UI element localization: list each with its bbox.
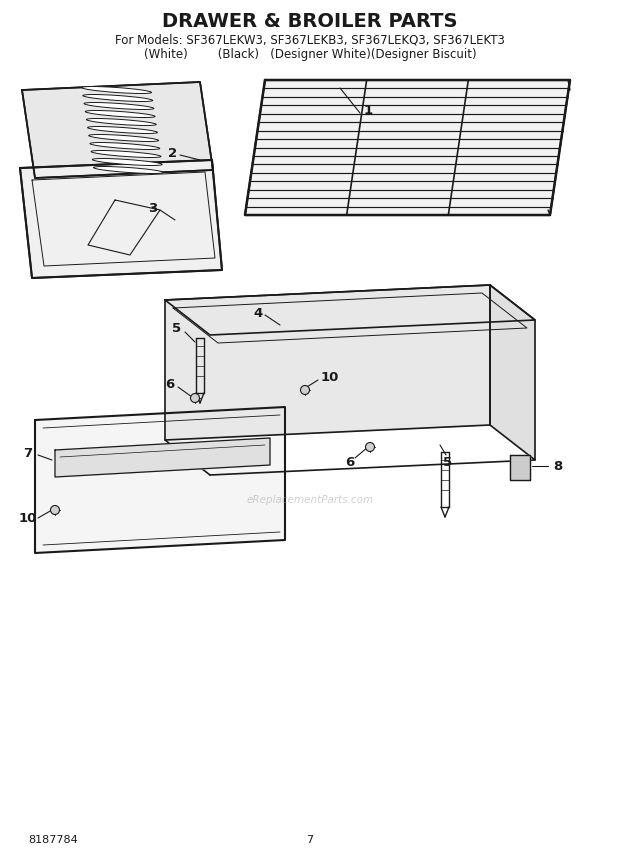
Text: 6: 6 [345, 455, 355, 468]
Polygon shape [22, 82, 213, 178]
Text: For Models: SF367LEKW3, SF367LEKB3, SF367LEKQ3, SF367LEKT3: For Models: SF367LEKW3, SF367LEKB3, SF36… [115, 33, 505, 46]
Polygon shape [165, 285, 535, 335]
Text: 8187784: 8187784 [28, 835, 78, 845]
Polygon shape [245, 80, 570, 215]
Ellipse shape [92, 158, 162, 165]
Text: 8: 8 [554, 460, 562, 473]
Text: (White)        (Black)   (Designer White)(Designer Biscuit): (White) (Black) (Designer White)(Designe… [144, 48, 476, 61]
Text: 5: 5 [172, 322, 182, 335]
Text: 6: 6 [166, 377, 175, 390]
Text: eReplacementParts.com: eReplacementParts.com [246, 495, 374, 505]
Text: 7: 7 [24, 447, 33, 460]
Ellipse shape [86, 118, 156, 126]
Text: 5: 5 [443, 455, 453, 468]
Text: 1: 1 [363, 104, 373, 116]
Ellipse shape [85, 110, 155, 117]
Polygon shape [35, 407, 285, 553]
Text: 10: 10 [321, 371, 339, 383]
Text: 10: 10 [19, 512, 37, 525]
Text: 4: 4 [254, 306, 263, 319]
Ellipse shape [89, 134, 159, 141]
Polygon shape [20, 160, 222, 278]
Ellipse shape [83, 94, 153, 102]
Ellipse shape [82, 86, 151, 93]
Circle shape [366, 443, 374, 451]
Text: 7: 7 [306, 835, 314, 845]
Text: 2: 2 [169, 146, 177, 159]
Polygon shape [55, 438, 270, 477]
Ellipse shape [90, 142, 160, 150]
Polygon shape [490, 285, 535, 460]
Ellipse shape [84, 103, 154, 110]
Circle shape [190, 394, 200, 402]
Polygon shape [510, 455, 530, 480]
Ellipse shape [91, 151, 161, 158]
Ellipse shape [94, 167, 163, 174]
Text: DRAWER & BROILER PARTS: DRAWER & BROILER PARTS [162, 12, 458, 31]
Circle shape [50, 506, 60, 514]
Ellipse shape [87, 127, 157, 134]
Polygon shape [165, 285, 490, 440]
Text: 3: 3 [148, 201, 157, 215]
Circle shape [301, 385, 309, 395]
